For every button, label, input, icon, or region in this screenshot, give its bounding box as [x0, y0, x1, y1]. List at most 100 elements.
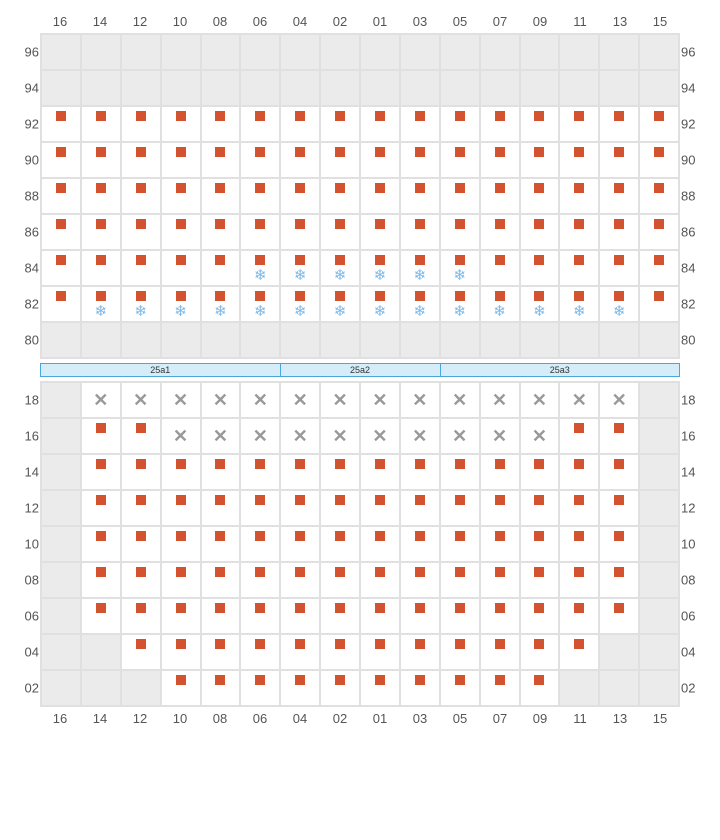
grid-cell — [240, 562, 280, 598]
grid-cell — [161, 70, 201, 106]
grid-cell — [121, 322, 161, 358]
rack-icon — [455, 255, 465, 265]
grid-cell — [201, 670, 241, 706]
rack-icon — [335, 219, 345, 229]
grid-cell: ✕ — [81, 382, 121, 418]
grid-row: 8686 — [41, 214, 679, 250]
column-label: 04 — [280, 707, 320, 730]
grid-cell — [360, 178, 400, 214]
rack-icon — [415, 111, 425, 121]
grid-cell — [400, 214, 440, 250]
rack-icon — [215, 603, 225, 613]
grid-cell: ✕ — [280, 418, 320, 454]
grid-cell — [81, 454, 121, 490]
rack-icon — [255, 147, 265, 157]
rack-icon — [176, 675, 186, 685]
grid-cell — [240, 34, 280, 70]
rack-icon — [176, 111, 186, 121]
row-label-right: 02 — [681, 681, 709, 696]
rack-icon — [56, 255, 66, 265]
grid-cell — [559, 214, 599, 250]
x-icon: ✕ — [572, 391, 587, 409]
rack-icon — [495, 675, 505, 685]
grid-cell — [41, 106, 81, 142]
grid-cell — [520, 70, 560, 106]
grid-cell — [161, 34, 201, 70]
grid-cell — [41, 382, 81, 418]
rack-icon — [614, 531, 624, 541]
grid-cell — [559, 70, 599, 106]
divider-segment: 25a2 — [281, 364, 441, 376]
grid-cell — [320, 106, 360, 142]
rack-icon — [574, 603, 584, 613]
rack-icon — [56, 183, 66, 193]
grid-cell — [559, 490, 599, 526]
grid-cell — [280, 178, 320, 214]
rack-icon — [335, 495, 345, 505]
rack-icon — [56, 111, 66, 121]
rack-icon — [335, 567, 345, 577]
grid-cell — [41, 418, 81, 454]
rack-icon — [455, 291, 465, 301]
rack-icon — [495, 255, 505, 265]
rack-icon — [295, 639, 305, 649]
grid-row: 8080 — [41, 322, 679, 358]
grid-cell — [320, 490, 360, 526]
grid-cell — [280, 454, 320, 490]
x-icon: ✕ — [333, 427, 348, 445]
grid-cell — [559, 142, 599, 178]
grid-row: 1212 — [41, 490, 679, 526]
rack-icon — [136, 291, 146, 301]
grid-row: 9292 — [41, 106, 679, 142]
grid-cell — [599, 598, 639, 634]
grid-cell — [41, 250, 81, 286]
rack-icon — [455, 603, 465, 613]
grid-cell — [201, 34, 241, 70]
snowflake-icon: ❄ — [453, 268, 466, 283]
grid-cell — [201, 70, 241, 106]
grid-cell — [639, 286, 679, 322]
grid-cell — [400, 178, 440, 214]
grid-cell: ✕ — [520, 418, 560, 454]
grid-cell — [599, 178, 639, 214]
column-label: 16 — [40, 10, 80, 33]
x-icon: ✕ — [412, 427, 427, 445]
snowflake-icon: ❄ — [374, 268, 387, 283]
grid-cell — [639, 562, 679, 598]
grid-cell — [201, 178, 241, 214]
grid-cell — [559, 34, 599, 70]
grid-cell — [520, 322, 560, 358]
grid-cell: ❄ — [81, 286, 121, 322]
column-label: 15 — [640, 707, 680, 730]
rack-icon — [574, 567, 584, 577]
grid-row: 9090 — [41, 142, 679, 178]
rack-icon — [574, 459, 584, 469]
grid-cell — [320, 214, 360, 250]
row-label-left: 04 — [11, 645, 39, 660]
grid-cell — [520, 670, 560, 706]
grid-cell: ✕ — [201, 382, 241, 418]
grid-cell — [559, 322, 599, 358]
grid-cell — [440, 106, 480, 142]
grid-cell — [201, 526, 241, 562]
grid-cell — [320, 562, 360, 598]
rack-icon — [534, 495, 544, 505]
grid-cell — [81, 34, 121, 70]
grid-cell — [161, 526, 201, 562]
rack-icon — [455, 495, 465, 505]
grid-cell: ❄ — [201, 286, 241, 322]
rack-icon — [614, 111, 624, 121]
grid-cell — [520, 598, 560, 634]
grid-cell: ❄ — [280, 250, 320, 286]
grid-cell — [440, 598, 480, 634]
grid-cell — [400, 70, 440, 106]
grid-cell — [81, 250, 121, 286]
rack-icon — [215, 675, 225, 685]
rack-icon — [295, 111, 305, 121]
column-label: 05 — [440, 707, 480, 730]
row-label-right: 12 — [681, 501, 709, 516]
row-label-left: 96 — [11, 45, 39, 60]
bottom-grid: 1818✕✕✕✕✕✕✕✕✕✕✕✕✕✕1616✕✕✕✕✕✕✕✕✕✕14141212… — [40, 381, 680, 707]
grid-cell — [81, 142, 121, 178]
grid-row: 1414 — [41, 454, 679, 490]
